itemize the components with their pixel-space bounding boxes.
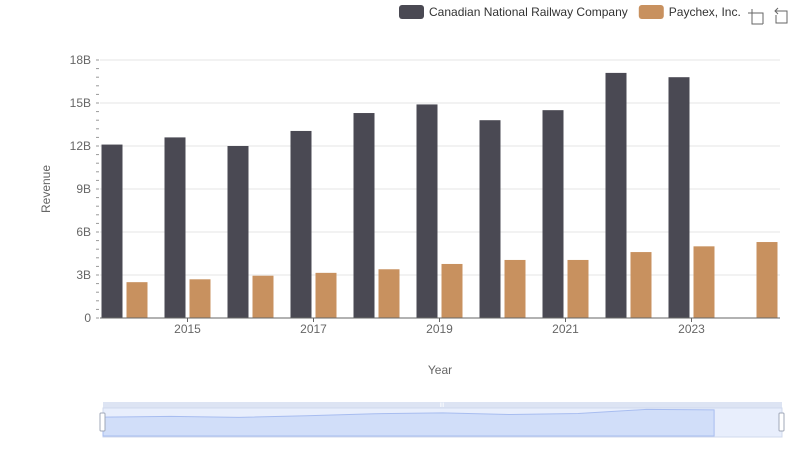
axes: 0 3B 6B 9B 12B 15B 18B 2015 2017 2019 2021 2023 (70, 53, 780, 336)
y-tick-label: 15B (70, 96, 91, 110)
legend-label: Paychex, Inc. (669, 5, 741, 19)
y-tick-label: 9B (76, 182, 91, 196)
bar-canadian-national-2020 (479, 120, 501, 318)
slider-handle-left[interactable] (99, 412, 106, 432)
zoom-icon[interactable] (748, 9, 764, 25)
x-axis-title: Year (428, 363, 452, 377)
bar-canadian-national-2017 (290, 130, 312, 318)
restore-icon[interactable] (774, 7, 788, 24)
bar-canadian-national-2019 (416, 104, 438, 318)
bar-paychex-2022 (630, 252, 652, 318)
x-tick-label: 2021 (552, 322, 579, 336)
bar-canadian-national-2016 (227, 146, 249, 318)
slider-handle-right[interactable] (778, 412, 785, 432)
legend-swatch (399, 5, 424, 19)
bar-paychex-2024 (756, 242, 778, 318)
bars (101, 72, 778, 319)
slider-preview-area (102, 408, 715, 437)
gridlines (100, 59, 780, 319)
legend: Canadian National Railway Company Paychex… (399, 5, 741, 19)
svg-text:III: III (439, 403, 444, 409)
y-axis-title: Revenue (39, 165, 53, 213)
bar-canadian-national-2015 (164, 137, 186, 318)
legend-label: Canadian National Railway Company (429, 5, 628, 19)
y-tick-label: 12B (70, 139, 91, 153)
bar-paychex-2014 (126, 282, 148, 318)
bar-canadian-national-2023 (668, 77, 690, 318)
y-tick-label: 3B (76, 268, 91, 282)
x-tick-label: 2023 (678, 322, 705, 336)
bar-paychex-2021 (567, 259, 589, 318)
bar-paychex-2018 (378, 269, 400, 318)
y-tick-label: 0 (84, 311, 91, 325)
data-zoom-slider[interactable]: III (99, 402, 785, 438)
bar-canadian-national-2021 (542, 110, 564, 319)
bar-canadian-national-2014 (101, 144, 123, 318)
bar-paychex-2019 (441, 263, 463, 318)
y-tick-label: 6B (76, 225, 91, 239)
bar-paychex-2020 (504, 259, 526, 318)
bar-paychex-2017 (315, 272, 337, 318)
bar-paychex-2016 (252, 275, 274, 318)
y-tick-label: 18B (70, 53, 91, 67)
x-tick-label: 2017 (300, 322, 327, 336)
x-tick-label: 2015 (174, 322, 201, 336)
bar-paychex-2015 (189, 279, 211, 318)
bar-canadian-national-2018 (353, 113, 375, 319)
x-tick-label: 2019 (426, 322, 453, 336)
bar-canadian-national-2022 (605, 72, 627, 319)
legend-swatch (638, 5, 664, 19)
bar-paychex-2023 (693, 246, 715, 318)
